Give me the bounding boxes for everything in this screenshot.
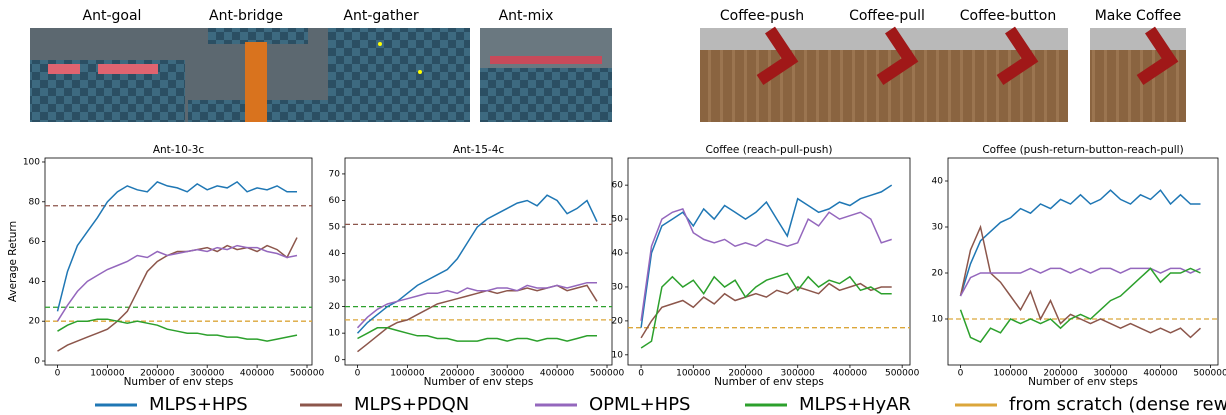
y-tick-label: 10: [612, 350, 624, 360]
x-tick-label: 300000: [190, 369, 225, 379]
figure: Ant-goal Ant-bridge Ant-gather Ant-mix Coffe…: [0, 0, 1226, 415]
series-line: [58, 238, 298, 352]
x-tick-label: 200000: [140, 369, 175, 379]
y-tick-label: 60: [612, 181, 624, 191]
y-tick-label: 20: [612, 316, 624, 326]
legend-label: MLPS+HPS: [149, 394, 248, 415]
wall: [98, 64, 158, 74]
x-tick-label: 300000: [1093, 369, 1128, 379]
x-tick-label: 200000: [1043, 369, 1078, 379]
x-tick-label: 400000: [540, 369, 575, 379]
wall: [490, 56, 602, 64]
x-tick-label: 100000: [90, 369, 125, 379]
series-line: [641, 284, 892, 338]
series-line: [358, 328, 598, 341]
y-tick-label: 40: [612, 249, 624, 259]
chart-title: Ant-15-4c: [453, 144, 505, 156]
series-line: [358, 195, 598, 333]
y-tick-label: 100: [23, 157, 40, 167]
y-tick-label: 70: [329, 169, 341, 179]
y-tick-label: 40: [932, 177, 944, 187]
chart-title: Coffee (reach-pull-push): [705, 144, 832, 156]
y-tick-label: 10: [329, 329, 341, 339]
floor: [480, 68, 612, 122]
floor: [208, 28, 308, 44]
y-tick-label: 0: [34, 357, 40, 367]
x-tick-label: 100000: [993, 369, 1028, 379]
y-tick-label: 80: [29, 197, 41, 207]
coffee-images: [700, 28, 1186, 122]
legend-label: MLPS+PDQN: [354, 394, 469, 415]
bridge: [245, 42, 267, 122]
x-tick-label: 200000: [728, 369, 763, 379]
chart-title: Coffee (push-return-button-reach-pull): [982, 144, 1183, 156]
x-tick-label: 300000: [490, 369, 525, 379]
ant-images: [30, 28, 612, 122]
x-tick-label: 0: [55, 369, 61, 379]
panel-label: Ant-mix: [499, 8, 554, 24]
series-line: [58, 246, 298, 322]
floor: [328, 28, 470, 122]
series-line: [641, 185, 892, 328]
y-tick-label: 60: [329, 196, 341, 206]
y-tick-label: 30: [329, 276, 341, 286]
x-tick-label: 500000: [590, 369, 625, 379]
y-tick-label: 0: [334, 355, 340, 365]
series-line: [961, 190, 1201, 296]
x-tick-label: 100000: [676, 369, 711, 379]
legend-label: MLPS+HyAR: [799, 394, 911, 415]
y-tick-label: 30: [612, 282, 624, 292]
y-tick-label: 60: [29, 237, 41, 247]
x-tick-label: 100000: [390, 369, 425, 379]
y-axis-label: Average Return: [7, 221, 19, 302]
panel-label: Coffee-pull: [849, 8, 925, 24]
panel-label: Coffee-button: [960, 8, 1056, 24]
x-tick-label: 0: [638, 369, 644, 379]
x-tick-label: 0: [355, 369, 361, 379]
x-tick-label: 200000: [440, 369, 475, 379]
series-line: [961, 227, 1201, 337]
x-tick-label: 500000: [290, 369, 325, 379]
panel-label: Coffee-push: [720, 8, 804, 24]
goal: [418, 70, 422, 74]
y-tick-label: 20: [932, 269, 944, 279]
x-tick-label: 500000: [1193, 369, 1226, 379]
x-tick-label: 300000: [781, 369, 816, 379]
plot-frame: [345, 158, 612, 365]
series-line: [58, 319, 298, 341]
x-tick-label: 400000: [833, 369, 868, 379]
y-tick-label: 40: [29, 277, 41, 287]
y-tick-label: 40: [329, 249, 341, 259]
panel-label: Ant-bridge: [209, 8, 283, 24]
x-tick-label: 500000: [885, 369, 920, 379]
y-tick-label: 30: [932, 223, 944, 233]
panel-label: Make Coffee: [1095, 8, 1182, 24]
panel-label: Ant-gather: [343, 8, 418, 24]
panel-label: Ant-goal: [83, 8, 142, 24]
wall: [48, 64, 80, 74]
series-line: [641, 209, 892, 321]
goal: [378, 42, 382, 46]
series-line: [58, 182, 298, 311]
chart-title: Ant-10-3c: [153, 144, 205, 156]
y-tick-label: 50: [329, 223, 341, 233]
y-tick-label: 20: [329, 302, 341, 312]
y-tick-label: 10: [932, 315, 944, 325]
series-line: [961, 268, 1201, 296]
y-tick-label: 50: [612, 215, 624, 225]
series-line: [358, 283, 598, 328]
legend-label: OPML+HPS: [589, 394, 690, 415]
plot-frame: [628, 158, 910, 365]
x-tick-label: 400000: [1143, 369, 1178, 379]
legend-label: from scratch (dense rew): [1009, 394, 1226, 415]
x-tick-label: 400000: [240, 369, 275, 379]
wall: [1090, 28, 1186, 50]
y-tick-label: 20: [29, 317, 41, 327]
series-line: [641, 273, 892, 348]
x-tick-label: 0: [958, 369, 964, 379]
